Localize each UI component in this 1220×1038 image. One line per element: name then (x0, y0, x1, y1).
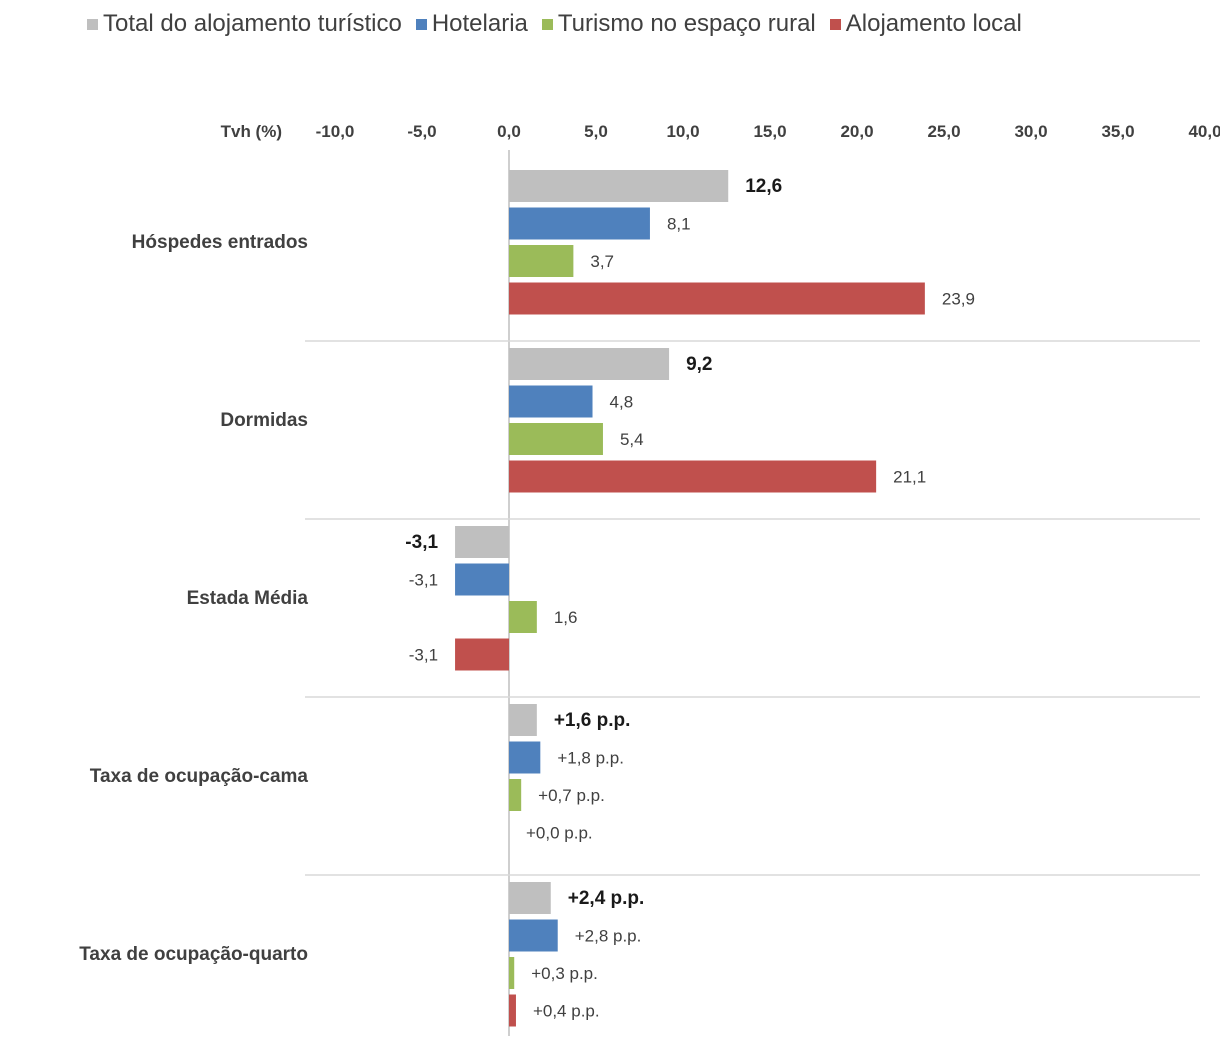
data-label: -3,1 (409, 646, 438, 665)
bar (455, 526, 509, 558)
x-tick-label: 0,0 (497, 122, 521, 141)
x-tick-label: 20,0 (840, 122, 873, 141)
data-label: 3,7 (590, 252, 614, 271)
bar (509, 957, 515, 989)
legend-label: Hotelaria (431, 10, 528, 37)
data-label: -3,1 (409, 571, 438, 590)
data-label: 8,1 (667, 215, 691, 234)
legend-label: Total do alojamento turístico (103, 10, 402, 37)
bar (509, 779, 522, 811)
bar (455, 563, 509, 596)
category-label: Dormidas (220, 410, 308, 431)
bar (509, 423, 603, 455)
data-label: +2,8 p.p. (575, 927, 642, 946)
data-label: +1,8 p.p. (557, 749, 624, 768)
data-label: +0,7 p.p. (538, 786, 605, 805)
bar (509, 282, 925, 315)
bar (509, 919, 558, 952)
legend-item-3: Alojamento local (829, 10, 1022, 38)
category-label: Hóspedes entrados (132, 232, 308, 253)
bar (509, 882, 551, 914)
data-label: 9,2 (686, 354, 712, 375)
data-label: 4,8 (610, 393, 634, 412)
chart-legend: Total do alojamento turístico Hotelaria Tu… (87, 10, 1036, 38)
data-label: +0,0 p.p. (526, 824, 593, 843)
x-tick-label: 40,0 (1188, 122, 1220, 141)
x-tick-label: -10,0 (316, 122, 355, 141)
data-label: +0,4 p.p. (533, 1002, 600, 1021)
legend-item-1: Hotelaria (415, 10, 528, 38)
bar (509, 348, 670, 380)
bar (509, 245, 574, 277)
bar (509, 207, 650, 240)
legend-item-2: Turismo no espaço rural (541, 10, 816, 38)
x-tick-label: 15,0 (753, 122, 786, 141)
bar (509, 704, 537, 736)
data-label: 12,6 (745, 176, 782, 197)
data-label: +2,4 p.p. (568, 888, 645, 909)
bar (509, 994, 516, 1027)
data-label: +0,3 p.p. (531, 964, 598, 983)
bar (455, 638, 509, 671)
bar (509, 460, 877, 493)
legend-item-0: Total do alojamento turístico (87, 10, 402, 38)
bar (509, 170, 729, 202)
data-label: 1,6 (554, 608, 578, 627)
data-label: 23,9 (942, 290, 975, 309)
data-label: -3,1 (405, 532, 438, 553)
category-label: Estada Média (187, 588, 309, 609)
legend-swatch (829, 18, 841, 30)
data-label: 5,4 (620, 430, 644, 449)
category-label: Taxa de ocupação-quarto (79, 944, 308, 965)
legend-swatch (541, 18, 553, 30)
bar (509, 385, 593, 418)
x-tick-label: 25,0 (927, 122, 960, 141)
bar (509, 741, 541, 774)
x-tick-label: -5,0 (407, 122, 436, 141)
x-tick-label: 5,0 (584, 122, 608, 141)
data-label: 21,1 (893, 468, 926, 487)
bar (509, 601, 537, 633)
x-tick-label: 30,0 (1014, 122, 1047, 141)
category-label: Taxa de ocupação-cama (90, 766, 309, 787)
legend-label: Alojamento local (845, 10, 1022, 37)
legend-swatch (87, 18, 98, 30)
x-tick-label: 35,0 (1101, 122, 1134, 141)
x-tick-label: 10,0 (666, 122, 699, 141)
legend-swatch (415, 18, 427, 30)
axis-label: Tvh (%) (221, 122, 282, 141)
legend-label: Turismo no espaço rural (557, 10, 816, 37)
data-label: +1,6 p.p. (554, 710, 631, 731)
